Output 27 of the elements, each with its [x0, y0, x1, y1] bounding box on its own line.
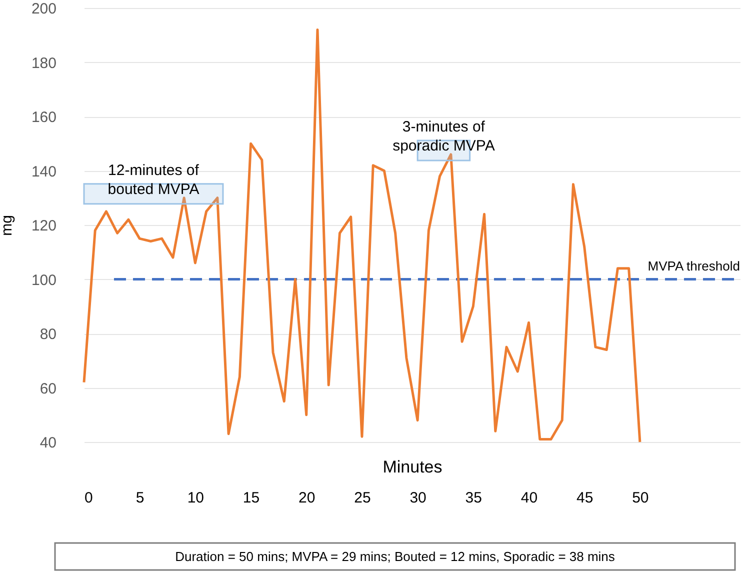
y-tick-label: 160: [31, 109, 56, 126]
x-tick-label: 10: [187, 490, 204, 506]
y-tick-label: 40: [40, 434, 56, 452]
x-tick-label: 5: [136, 490, 144, 506]
y-tick-label: 200: [31, 0, 56, 18]
x-tick-label: 40: [520, 490, 538, 506]
y-axis-title: mg: [0, 215, 16, 236]
y-tick-label: 100: [31, 272, 56, 289]
x-tick-label: 30: [410, 490, 426, 506]
x-tick-label: 45: [576, 490, 594, 506]
ref-line-label: MVPA threshold: [648, 258, 740, 274]
x-axis-title: Minutes: [382, 458, 442, 476]
y-tick-label: 60: [40, 380, 56, 398]
x-tick-label: 15: [242, 490, 260, 506]
text: Duration = 50 mins; MVPA = 29 mins; Bouted = 12 mins, Sporadic = 38 mins: [175, 549, 616, 564]
y-tick-label: 180: [31, 54, 56, 72]
y-tick-label: 80: [40, 326, 56, 343]
y-tick-label: 120: [31, 218, 56, 234]
x-tick-label: 35: [465, 490, 482, 506]
line-series: [82, 28, 642, 444]
y-tick-label: 140: [31, 163, 56, 180]
band-label: 12-minutes of bouted MVPA: [108, 162, 200, 198]
x-tick-label: 25: [354, 490, 371, 506]
x-tick-label: 20: [298, 490, 316, 506]
x-tick-label: 0: [84, 490, 93, 506]
band-label: 3-minutes of sporadic MVPA: [392, 118, 495, 154]
x-tick-label: 50: [632, 490, 649, 506]
